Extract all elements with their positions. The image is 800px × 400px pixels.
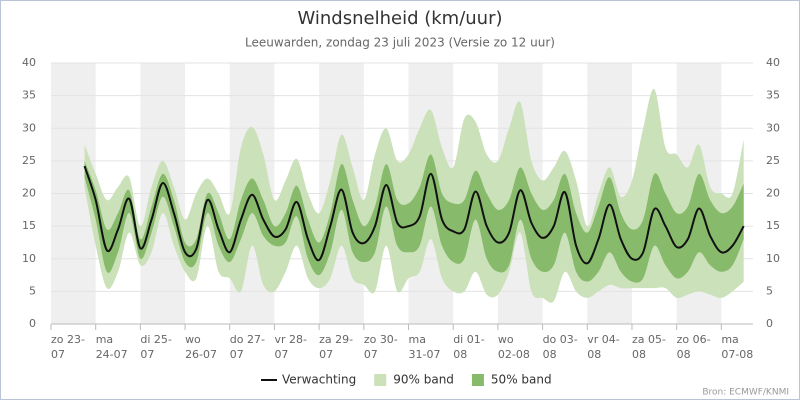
y-tick-label: 25 — [22, 154, 36, 167]
band-area — [84, 154, 744, 283]
forecast-line — [83, 165, 745, 265]
y-tick-label: 5 — [29, 284, 36, 297]
legend-swatch — [471, 374, 484, 386]
legend-swatch — [374, 374, 387, 386]
y-tick-label: 30 — [22, 121, 36, 134]
x-tick-label: zo 23-07 — [51, 333, 85, 361]
y2-tick-label: 10 — [766, 252, 780, 265]
y-tick-label: 35 — [22, 89, 36, 102]
chart-subtitle: Leeuwarden, zondag 23 juli 2023 (Versie … — [245, 36, 555, 50]
x-tick-label: za 29-07 — [319, 333, 354, 361]
x-tick-label: zo 30-07 — [363, 333, 398, 361]
x-tick-label: di 25-07 — [140, 333, 172, 361]
y2-tick-label: 40 — [766, 56, 780, 69]
x-tick-label: wo 26-07 — [185, 333, 218, 361]
y2-tick-label: 5 — [766, 284, 773, 297]
y2-tick-label: 0 — [766, 317, 773, 330]
y-tick-label: 0 — [29, 317, 36, 330]
x-tick-label: ma 07-08 — [721, 333, 754, 361]
x-tick-label: za 05-08 — [631, 333, 666, 361]
x-tick-label: do 27-07 — [229, 333, 265, 361]
y-tick-label: 10 — [22, 252, 36, 265]
x-tick-label: wo 02-08 — [497, 333, 530, 361]
x-tick-label: vr 04-08 — [587, 333, 620, 361]
legend-label: 50% band — [491, 373, 552, 387]
y2-tick-label: 20 — [766, 187, 780, 200]
x-tick-label: ma 24-07 — [95, 333, 128, 361]
x-tick-label: di 01-08 — [453, 333, 485, 361]
y2-tick-label: 15 — [766, 219, 780, 232]
chart-title: Windsnelheid (km/uur) — [297, 8, 502, 29]
x-tick-label: vr 28-07 — [274, 333, 307, 361]
y-tick-label: 40 — [22, 56, 36, 69]
y-tick-label: 15 — [22, 219, 36, 232]
legend-label: 90% band — [393, 373, 454, 387]
y2-tick-label: 25 — [766, 154, 780, 167]
source: Bron: ECMWF/KNMI — [702, 388, 789, 398]
y2-tick-label: 30 — [766, 121, 780, 134]
x-tick-label: ma 31-07 — [408, 333, 441, 361]
y-tick-label: 20 — [22, 187, 36, 200]
x-tick-label: zo 06-08 — [676, 333, 711, 361]
x-tick-label: do 03-08 — [542, 333, 578, 361]
legend-label: Verwachting — [282, 373, 356, 387]
y2-tick-label: 35 — [766, 89, 780, 102]
